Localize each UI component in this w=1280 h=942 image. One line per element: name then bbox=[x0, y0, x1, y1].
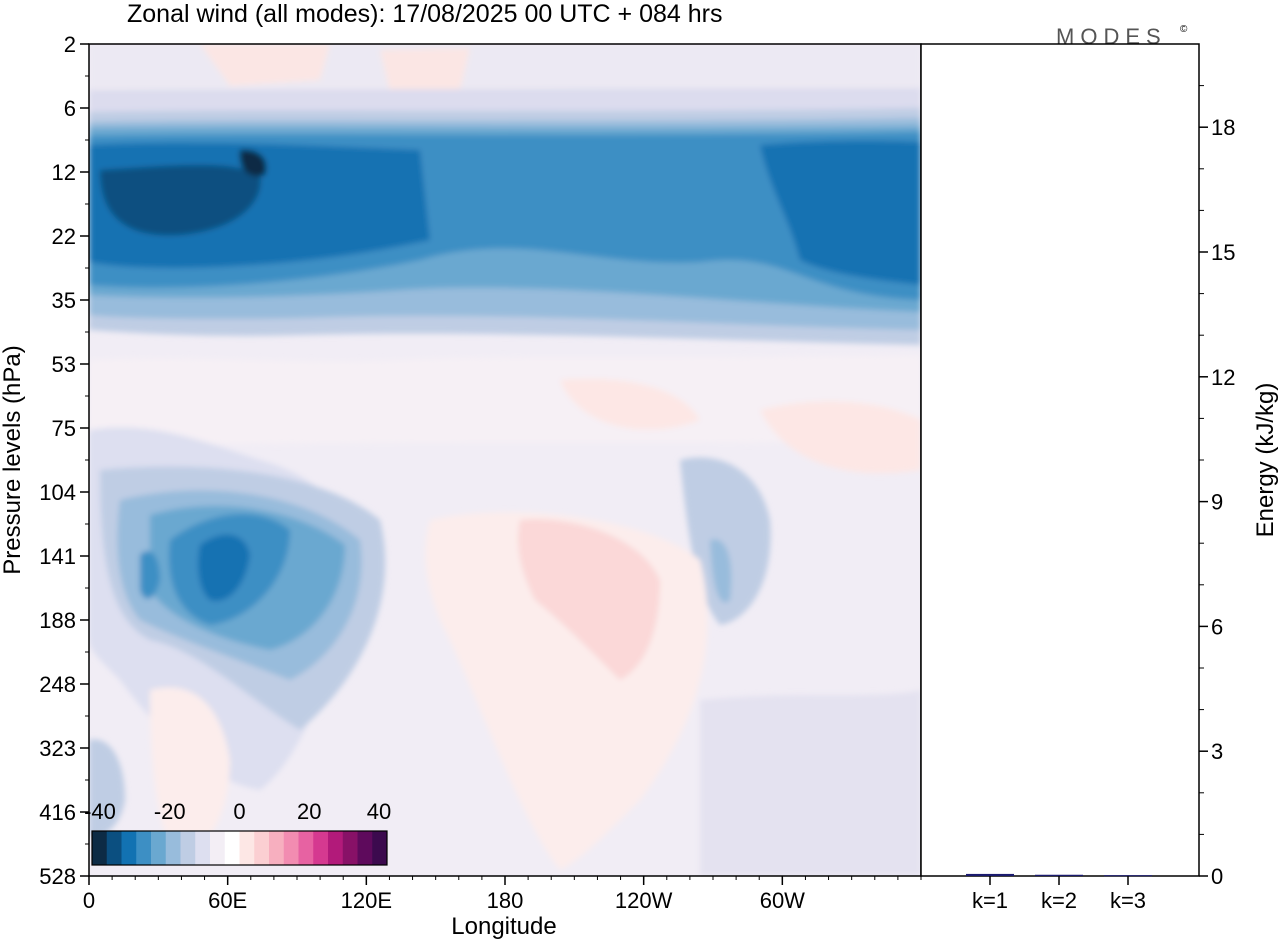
chart-title: Zonal wind (all modes): 17/08/2025 00 UT… bbox=[127, 0, 722, 28]
energy-y-tick-label: 0 bbox=[1211, 864, 1223, 889]
colorbar-swatch bbox=[151, 831, 167, 865]
y-tick-label: 188 bbox=[39, 608, 76, 633]
y-tick-label: 528 bbox=[39, 864, 76, 889]
energy-x-tick-label: k=1 bbox=[972, 888, 1008, 913]
x-tick-label: 60W bbox=[760, 888, 805, 913]
energy-bar bbox=[1104, 875, 1152, 877]
colorbar-swatch bbox=[298, 831, 314, 865]
colorbar-swatch bbox=[239, 831, 255, 865]
colorbar-swatch bbox=[195, 831, 211, 865]
energy-axis-label: Energy (kJ/kg) bbox=[1252, 383, 1279, 538]
energy-x-tick-label: k=3 bbox=[1110, 888, 1146, 913]
chart-marks: 0 60E 120E 180 120W 60W2612223553751041411882… bbox=[39, 32, 1235, 913]
colorbar-swatch bbox=[328, 831, 344, 865]
colorbar-swatch bbox=[106, 831, 122, 865]
y-tick-label: 323 bbox=[39, 736, 76, 761]
logo-mark: © bbox=[1180, 24, 1188, 35]
colorbar-swatch bbox=[372, 831, 388, 865]
y-axis-label: Pressure levels (hPa) bbox=[0, 345, 26, 574]
energy-panel bbox=[920, 43, 1200, 877]
colorbar-swatch bbox=[136, 831, 152, 865]
colorbar-tick-label: -20 bbox=[154, 799, 186, 824]
energy-bar bbox=[1035, 874, 1083, 876]
energy-y-tick-label: 12 bbox=[1211, 365, 1235, 390]
x-tick-label: 60E bbox=[208, 888, 247, 913]
x-tick-label: 120E bbox=[341, 888, 392, 913]
y-tick-label: 35 bbox=[52, 288, 76, 313]
energy-x-tick-label: k=2 bbox=[1041, 888, 1077, 913]
y-tick-label: 53 bbox=[52, 352, 76, 377]
energy-y-tick-label: 3 bbox=[1211, 739, 1223, 764]
x-tick-label: 0 bbox=[83, 888, 95, 913]
colorbar-frame bbox=[91, 830, 388, 866]
colorbar-tick-label: 0 bbox=[233, 799, 245, 824]
y-tick-label: 248 bbox=[39, 672, 76, 697]
y-tick-label: 75 bbox=[52, 416, 76, 441]
colorbar-swatch bbox=[165, 831, 181, 865]
colorbar-swatch bbox=[224, 831, 240, 865]
energy-bar bbox=[966, 873, 1014, 876]
y-tick-label: 104 bbox=[39, 480, 76, 505]
x-tick-label: 120W bbox=[615, 888, 673, 913]
y-tick-label: 141 bbox=[39, 544, 76, 569]
colorbar-tick-label: -40 bbox=[84, 799, 116, 824]
colorbar-tick-label: 20 bbox=[297, 799, 321, 824]
y-tick-label: 2 bbox=[64, 32, 76, 57]
x-tick-label: 180 bbox=[487, 888, 524, 913]
y-tick-label: 12 bbox=[52, 160, 76, 185]
energy-y-tick-label: 18 bbox=[1211, 115, 1235, 140]
colorbar-swatch bbox=[210, 831, 226, 865]
colorbar-swatch bbox=[357, 831, 373, 865]
energy-y-tick-label: 6 bbox=[1211, 614, 1223, 639]
colorbar-swatch bbox=[92, 831, 108, 865]
colorbar-swatch bbox=[269, 831, 285, 865]
colorbar-swatch bbox=[313, 831, 329, 865]
colorbar-swatch bbox=[283, 831, 299, 865]
y-tick-label: 416 bbox=[39, 800, 76, 825]
x-axis-label: Longitude bbox=[451, 913, 556, 940]
colorbar-swatch bbox=[254, 831, 270, 865]
colorbar-swatch bbox=[180, 831, 196, 865]
zonal-wind-heatmap bbox=[89, 44, 921, 876]
colorbar-tick-label: 40 bbox=[367, 799, 391, 824]
y-tick-label: 22 bbox=[52, 224, 76, 249]
energy-y-tick-label: 15 bbox=[1211, 240, 1235, 265]
colorbar-swatch bbox=[121, 831, 137, 865]
y-tick-label: 6 bbox=[64, 96, 76, 121]
energy-y-tick-label: 9 bbox=[1211, 490, 1223, 515]
colorbar-swatch bbox=[342, 831, 358, 865]
